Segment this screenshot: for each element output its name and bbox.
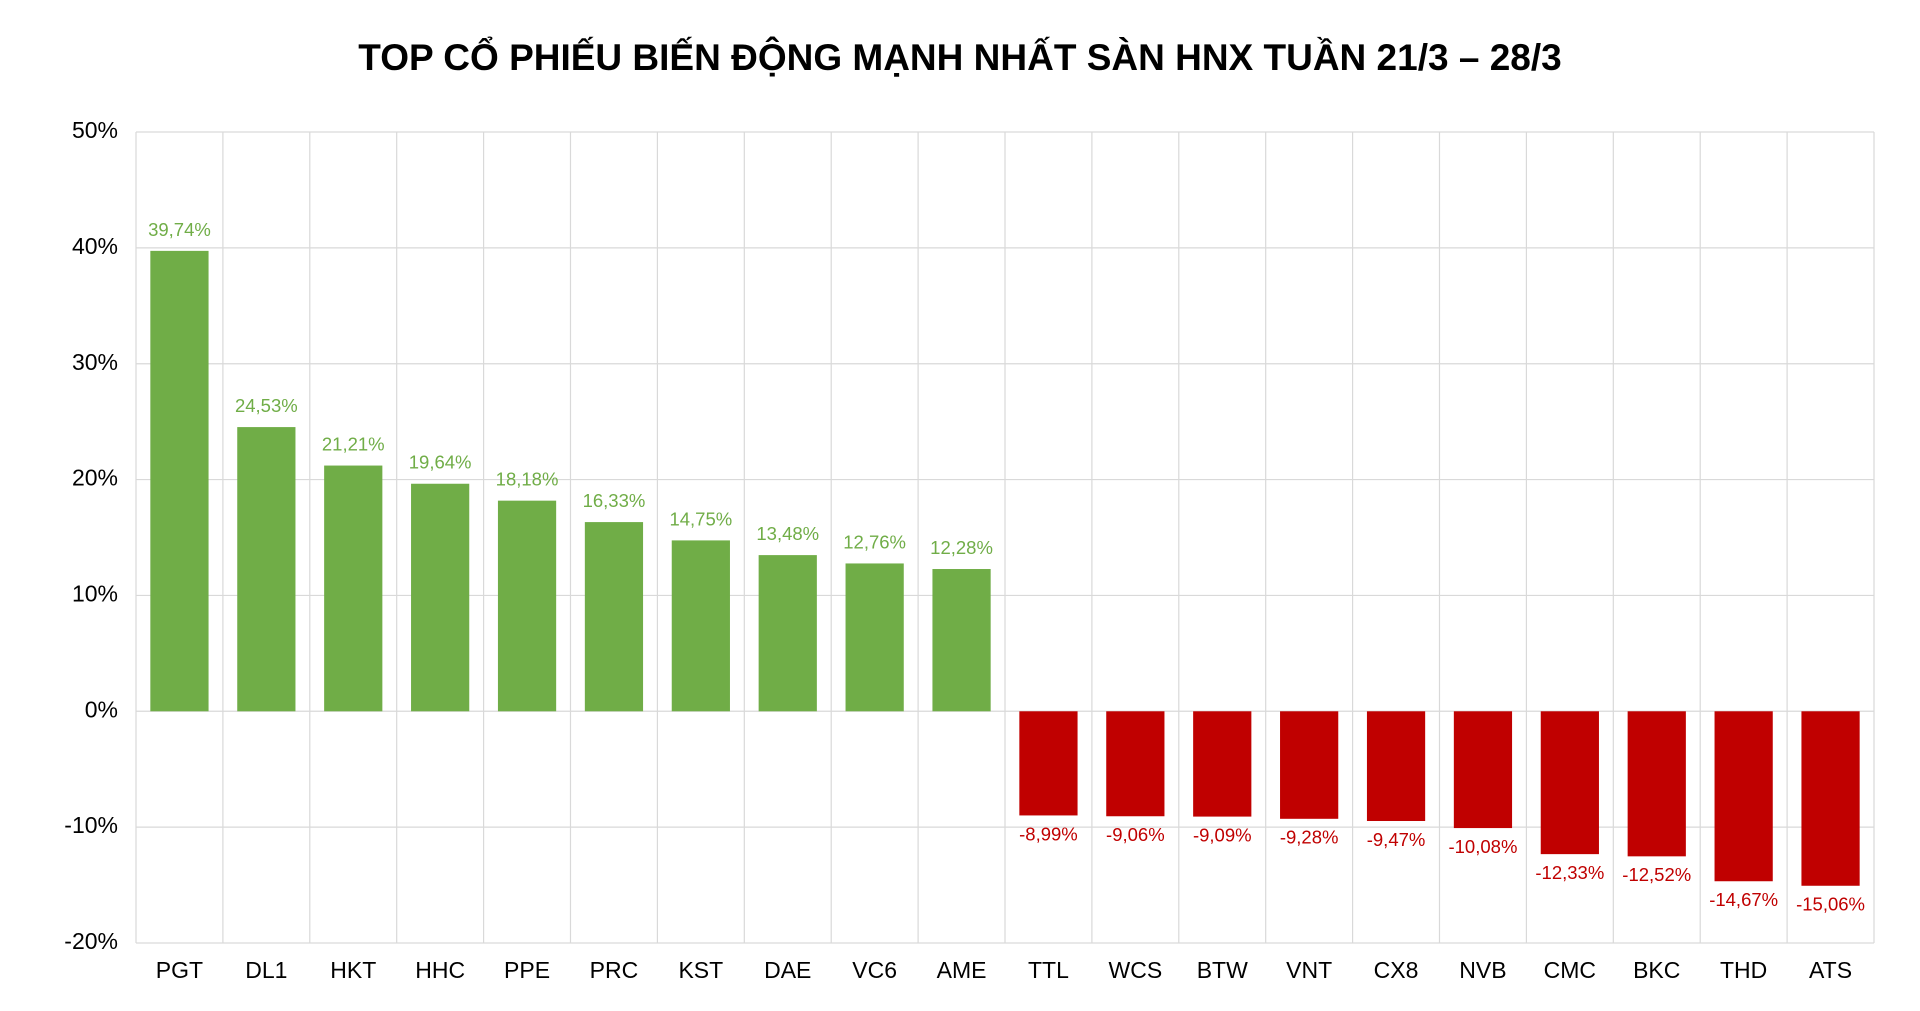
x-tick-label: BKC [1633,957,1680,983]
bar [237,427,296,712]
x-tick-label: HHC [415,957,465,983]
bar [584,522,644,712]
value-label: 18,18% [496,469,559,490]
bar [671,540,730,712]
value-label: -15,06% [1796,894,1865,915]
value-label: -9,28% [1280,827,1339,848]
x-tick-label: VNT [1286,957,1332,983]
bar [1540,711,1599,855]
bar [1106,711,1165,817]
bar [1193,711,1252,817]
y-tick-label: 20% [72,465,118,491]
bar [845,563,904,712]
bar [932,569,991,712]
x-tick-label: HKT [330,957,376,983]
value-label: 16,33% [583,490,646,511]
x-tick-label: DAE [764,957,811,983]
value-label: 39,74% [148,219,211,240]
x-tick-label: DL1 [245,957,287,983]
bar [758,555,817,712]
bar [1627,711,1686,857]
x-tick-label: PGT [156,957,203,983]
bar [411,483,470,712]
x-tick-label: KST [678,957,723,983]
bar [1801,711,1860,886]
bar [1019,711,1078,816]
y-tick-label: 50% [72,117,118,143]
bar [497,500,557,712]
value-label: -12,52% [1622,864,1691,885]
bar [1366,711,1426,822]
x-tick-label: NVB [1459,957,1506,983]
x-tick-label: AME [937,957,987,983]
x-tick-label: PPE [504,957,550,983]
value-label: -9,09% [1193,824,1252,845]
value-label: 12,28% [930,537,993,558]
x-tick-label: TTL [1028,957,1069,983]
y-tick-label: 40% [72,233,118,259]
bar [1714,711,1773,882]
value-label: 14,75% [669,508,732,529]
x-tick-label: THD [1720,957,1767,983]
chart-title: TOP CỔ PHIẾU BIẾN ĐỘNG MẠNH NHẤT SÀN HNX… [358,35,1561,78]
x-tick-label: ATS [1809,957,1852,983]
x-tick-label: BTW [1197,957,1248,983]
x-tick-label: CMC [1544,957,1596,983]
y-tick-label: 30% [72,349,118,375]
x-tick-label: PRC [590,957,639,983]
value-label: 13,48% [756,523,819,544]
value-label: -8,99% [1019,823,1078,844]
bar [324,465,383,712]
bar [1453,711,1513,829]
value-label: 24,53% [235,395,298,416]
x-tick-label: CX8 [1374,957,1419,983]
x-tick-label: VC6 [852,957,897,983]
value-label: -10,08% [1448,836,1517,857]
value-label: 19,64% [409,452,472,473]
y-tick-label: -20% [64,928,118,954]
value-label: -12,33% [1535,862,1604,883]
value-label: 21,21% [322,433,385,454]
y-tick-label: -10% [64,812,118,838]
x-tick-label: WCS [1109,957,1163,983]
value-label: -9,47% [1367,829,1426,850]
y-tick-label: 10% [72,581,118,607]
value-label: -9,06% [1106,824,1165,845]
value-label: -14,67% [1709,889,1778,910]
bar [150,250,209,712]
bar [1280,711,1339,819]
y-tick-label: 0% [85,696,118,722]
value-label: 12,76% [843,531,906,552]
